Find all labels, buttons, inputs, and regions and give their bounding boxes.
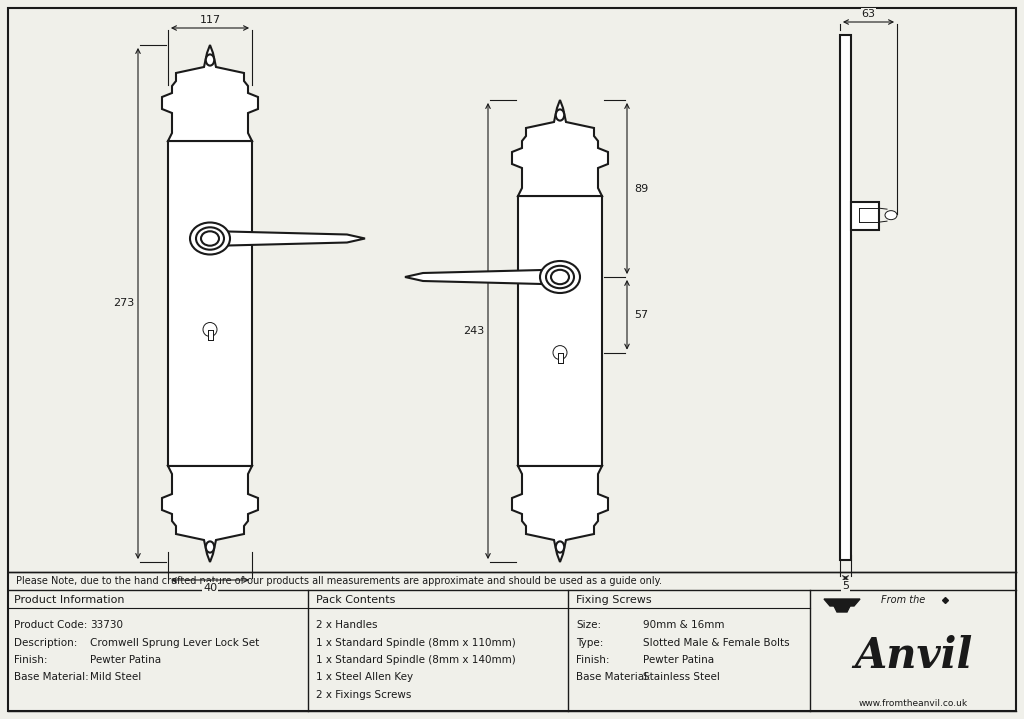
Ellipse shape <box>196 227 224 249</box>
Ellipse shape <box>556 109 564 121</box>
Text: 1 x Steel Allen Key: 1 x Steel Allen Key <box>316 672 413 682</box>
Text: 33730: 33730 <box>90 620 123 630</box>
Ellipse shape <box>556 541 564 553</box>
Text: 1 x Standard Spindle (8mm x 140mm): 1 x Standard Spindle (8mm x 140mm) <box>316 655 516 665</box>
Ellipse shape <box>540 261 580 293</box>
Polygon shape <box>824 599 860 606</box>
Text: Slotted Male & Female Bolts: Slotted Male & Female Bolts <box>643 638 790 648</box>
Polygon shape <box>834 606 850 612</box>
Text: Product Information: Product Information <box>14 595 125 605</box>
Text: Pewter Patina: Pewter Patina <box>643 655 714 665</box>
Polygon shape <box>512 466 608 562</box>
Text: Stainless Steel: Stainless Steel <box>643 672 720 682</box>
Polygon shape <box>162 45 258 141</box>
Text: 117: 117 <box>200 15 220 25</box>
Text: Type:: Type: <box>575 638 603 648</box>
Polygon shape <box>406 270 542 284</box>
Ellipse shape <box>546 266 574 288</box>
Text: Mild Steel: Mild Steel <box>90 672 141 682</box>
Text: Pewter Patina: Pewter Patina <box>90 655 161 665</box>
Text: 57: 57 <box>634 310 648 320</box>
Polygon shape <box>228 232 365 245</box>
Bar <box>840 35 851 560</box>
Text: Please Note, due to the hand crafted nature of our products all measurements are: Please Note, due to the hand crafted nat… <box>16 576 662 586</box>
Text: 40: 40 <box>203 583 217 593</box>
Text: Base Material:: Base Material: <box>14 672 89 682</box>
Text: Finish:: Finish: <box>14 655 47 665</box>
Text: 90mm & 16mm: 90mm & 16mm <box>643 620 725 630</box>
Polygon shape <box>557 352 563 362</box>
Text: Finish:: Finish: <box>575 655 609 665</box>
Ellipse shape <box>551 270 569 284</box>
Text: 273: 273 <box>114 298 134 308</box>
Text: Pack Contents: Pack Contents <box>316 595 395 605</box>
Bar <box>208 329 213 339</box>
Text: Fixing Screws: Fixing Screws <box>575 595 651 605</box>
Text: Anvil: Anvil <box>854 634 972 677</box>
Text: 1 x Standard Spindle (8mm x 110mm): 1 x Standard Spindle (8mm x 110mm) <box>316 638 516 648</box>
Text: Product Code:: Product Code: <box>14 620 87 630</box>
Ellipse shape <box>190 222 230 255</box>
Bar <box>557 352 562 362</box>
Text: 89: 89 <box>634 183 648 193</box>
Text: www.fromtheanvil.co.uk: www.fromtheanvil.co.uk <box>858 698 968 707</box>
Text: 5: 5 <box>842 581 849 591</box>
Text: Cromwell Sprung Lever Lock Set: Cromwell Sprung Lever Lock Set <box>90 638 259 648</box>
Ellipse shape <box>206 541 214 553</box>
Bar <box>518 196 602 466</box>
Ellipse shape <box>201 232 219 246</box>
Text: 63: 63 <box>861 9 876 19</box>
Text: 2 x Handles: 2 x Handles <box>316 620 378 630</box>
Text: 243: 243 <box>464 326 484 336</box>
Text: Size:: Size: <box>575 620 601 630</box>
Text: 2 x Fixings Screws: 2 x Fixings Screws <box>316 690 412 700</box>
Bar <box>851 202 879 230</box>
Circle shape <box>203 323 217 336</box>
Polygon shape <box>162 466 258 562</box>
Ellipse shape <box>206 55 214 65</box>
Bar <box>168 141 252 466</box>
Text: Description:: Description: <box>14 638 78 648</box>
Ellipse shape <box>885 211 897 219</box>
Circle shape <box>553 346 567 360</box>
Polygon shape <box>207 329 213 339</box>
Text: From the: From the <box>881 595 925 605</box>
Text: Base Material:: Base Material: <box>575 672 650 682</box>
Polygon shape <box>512 100 608 196</box>
